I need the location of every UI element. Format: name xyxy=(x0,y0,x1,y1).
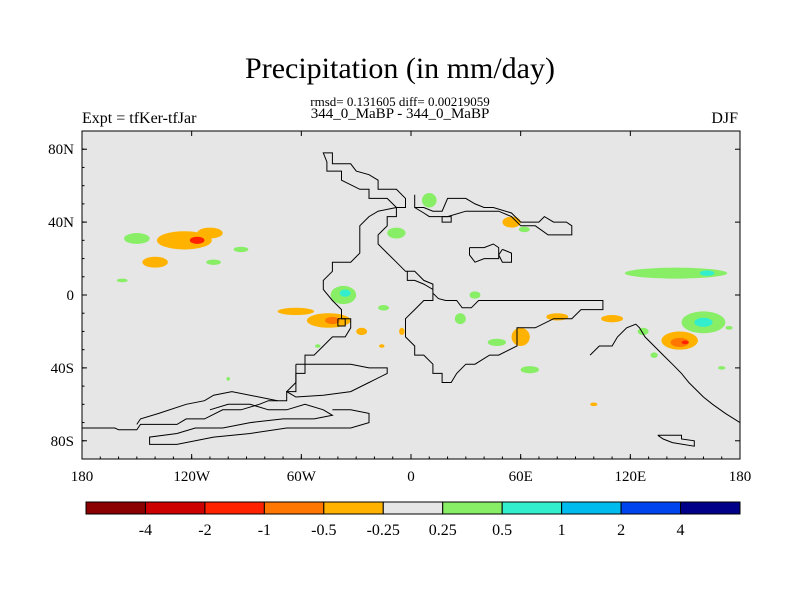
coastline xyxy=(589,323,740,424)
anomaly-region xyxy=(379,344,385,348)
colorbar-label: -4 xyxy=(139,522,152,539)
x-tick-label: 60W xyxy=(287,469,317,485)
chart-title: Precipitation (in mm/day) xyxy=(245,52,555,85)
colorbar-swatch xyxy=(680,501,741,515)
y-tick-label: 40N xyxy=(48,215,74,231)
anomaly-region xyxy=(124,233,150,244)
colorbar-swatch xyxy=(85,501,146,515)
colorbar-label: 0.5 xyxy=(492,522,512,539)
y-tick-label: 40S xyxy=(51,361,74,377)
anomaly-region xyxy=(725,325,733,330)
x-tick-label: 180 xyxy=(729,469,752,485)
colorbar-swatch xyxy=(620,501,682,515)
stats-line: rmsd= 0.131605 diff= 0.00219059 xyxy=(310,94,490,109)
anomaly-region xyxy=(156,231,212,250)
coastline xyxy=(322,152,406,208)
anomaly-region xyxy=(233,246,249,253)
anomaly-region xyxy=(487,338,507,347)
anomaly-region xyxy=(601,315,624,323)
x-tick-label: 180 xyxy=(71,469,94,485)
anomaly-region xyxy=(670,337,689,347)
anomaly-region xyxy=(520,366,539,374)
anomaly-region xyxy=(325,316,340,325)
x-tick-label: 60E xyxy=(509,469,533,485)
anomaly-region xyxy=(189,236,205,244)
anomaly-region xyxy=(590,402,598,407)
x-tick-label: 120W xyxy=(173,469,211,485)
colorbar-swatch xyxy=(144,501,206,515)
anomaly-region xyxy=(421,192,437,208)
colorbar-label: -0.5 xyxy=(311,522,336,539)
colorbar-swatch xyxy=(501,501,563,515)
anomaly-region xyxy=(206,259,221,265)
colorbar-label: -1 xyxy=(258,522,271,539)
anomaly-region xyxy=(315,344,321,348)
anomaly-region xyxy=(624,267,728,279)
anomaly-region xyxy=(339,289,351,297)
coastline xyxy=(136,391,278,425)
anomaly-region xyxy=(356,327,368,336)
y-axis: 80N 40N 0 40S 80S xyxy=(48,130,740,460)
coastline-layer xyxy=(82,152,740,447)
coastline xyxy=(498,248,512,263)
anomaly-region xyxy=(454,313,466,325)
season-label: DJF xyxy=(711,110,738,127)
chart-subtitle: 344_0_MaBP - 344_0_MaBP xyxy=(310,106,490,122)
colorbar: -4 -2 -1 -0.5 -0.25 0.25 0.5 1 2 4 xyxy=(85,501,741,539)
coastline xyxy=(414,194,573,236)
coastline xyxy=(337,318,346,327)
colorbar-label: 2 xyxy=(617,522,625,539)
x-tick-label: 0 xyxy=(407,469,415,485)
anomaly-region xyxy=(694,317,713,327)
y-tick-label: 80S xyxy=(51,434,74,450)
colorbar-swatch xyxy=(323,501,384,515)
coastline xyxy=(285,363,388,398)
anomaly-region xyxy=(518,226,530,233)
anomaly-region xyxy=(469,291,481,299)
colorbar-swatch xyxy=(561,501,622,515)
anomaly-region xyxy=(681,340,689,345)
colorbar-label: -2 xyxy=(198,522,211,539)
anomaly-region xyxy=(546,313,569,321)
anomaly-region xyxy=(226,377,231,381)
colorbar-label: -0.25 xyxy=(367,522,400,539)
anomaly-layer xyxy=(116,192,733,407)
anomaly-region xyxy=(277,307,315,316)
colorbar-swatch xyxy=(382,501,444,515)
colorbar-label: 4 xyxy=(677,522,685,539)
anomaly-region xyxy=(650,352,658,358)
colorbar-swatch xyxy=(442,501,503,515)
coastline xyxy=(469,243,500,263)
colorbar-swatch xyxy=(263,501,325,515)
anomaly-region xyxy=(378,305,390,311)
anomaly-region xyxy=(511,327,530,347)
coastline xyxy=(149,403,370,445)
anomaly-region xyxy=(699,270,715,276)
anomaly-region xyxy=(502,216,521,228)
anomaly-region xyxy=(387,227,406,239)
y-tick-label: 80N xyxy=(48,142,74,158)
x-axis: 180 120W 60W 0 60E 120E 180 xyxy=(71,131,752,485)
coastline xyxy=(82,206,604,431)
colorbar-label: 1 xyxy=(558,522,566,539)
plot-background xyxy=(82,131,740,459)
anomaly-region xyxy=(718,366,726,370)
colorbar-swatch xyxy=(204,501,265,515)
colorbar-label: 0.25 xyxy=(429,522,457,539)
experiment-label: Expt = tfKer-tfJar xyxy=(82,110,197,127)
x-tick-label: 120E xyxy=(614,469,646,485)
anomaly-region xyxy=(197,227,223,239)
coastline xyxy=(657,434,695,447)
anomaly-region xyxy=(116,278,128,283)
anomaly-region xyxy=(399,327,405,336)
anomaly-region xyxy=(142,256,168,268)
y-tick-label: 0 xyxy=(67,288,75,304)
coastline xyxy=(441,216,452,223)
